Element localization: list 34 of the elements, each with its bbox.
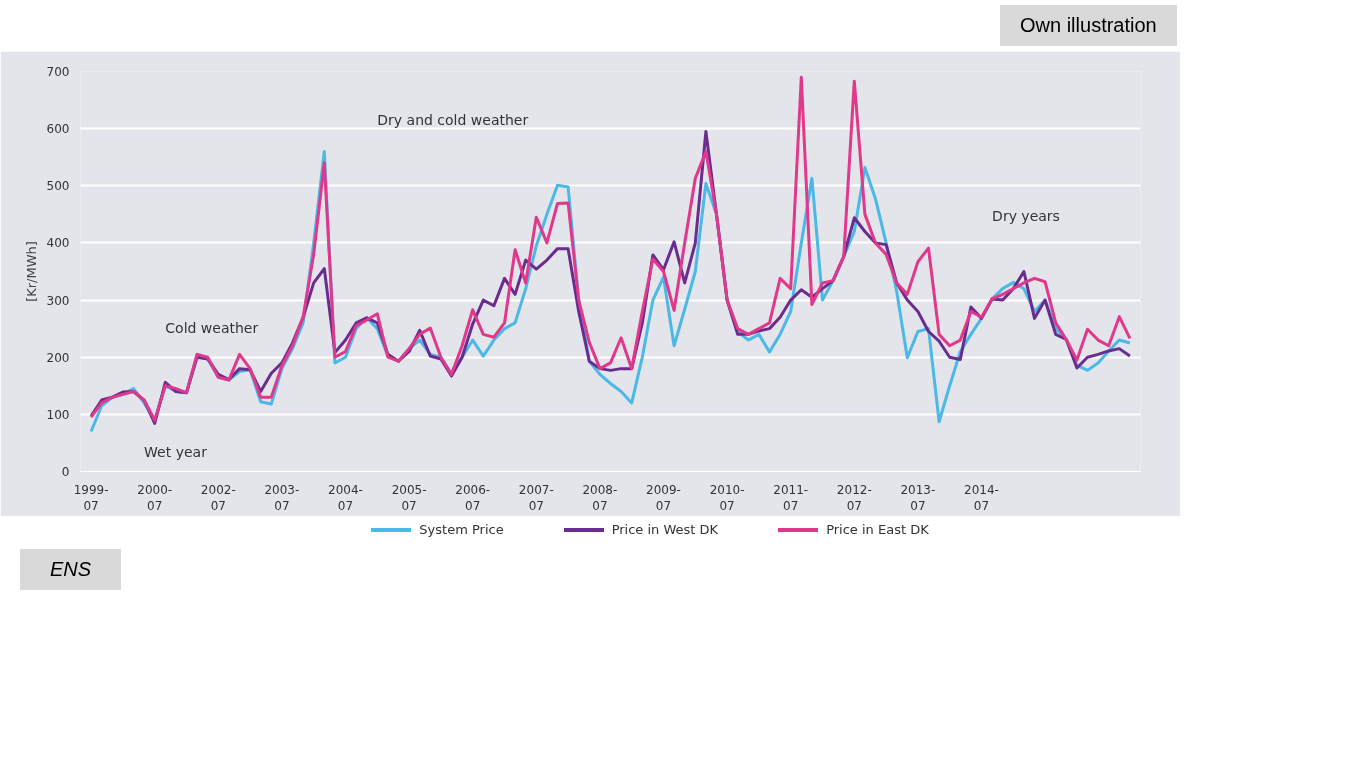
y-tick-label: 200 <box>46 350 70 365</box>
x-tick-label: 2006- 07 <box>455 482 491 513</box>
text: ENS <box>50 557 92 583</box>
y-tick-label: 500 <box>46 178 70 193</box>
annotation: Dry years <box>992 207 1060 224</box>
x-tick-label: 1999- 07 <box>73 482 109 513</box>
x-tick-label: 2008- 07 <box>582 482 618 513</box>
x-tick-label: 2013- 07 <box>900 482 936 513</box>
y-tick-label: 600 <box>46 121 70 136</box>
y-tick-label: 400 <box>46 235 70 250</box>
x-tick-label: 2012- 07 <box>836 482 872 513</box>
line-series <box>89 75 1132 422</box>
x-tick-label: 2002- 07 <box>200 482 236 513</box>
annotation: Wet year <box>144 443 208 460</box>
x-tick-label: 2009- 07 <box>646 482 681 513</box>
x-tick-label: 2014- 07 <box>964 482 999 513</box>
y-tick-label: 100 <box>46 407 70 422</box>
y-axis-title: [Kr/MWh] <box>23 240 39 302</box>
legend-label: System Price <box>418 520 504 539</box>
y-tick-label: 0 <box>61 464 70 479</box>
legend-label: Price in West DK <box>610 520 719 539</box>
annotation: Cold weather <box>165 319 259 336</box>
x-tick-label: 2000- 07 <box>137 482 173 513</box>
legend-label: Price in East DK <box>825 520 929 539</box>
x-tick-label: 2007- 07 <box>518 482 554 513</box>
x-tick-label: 2004- 07 <box>328 482 363 513</box>
x-tick-label: 2003- 07 <box>264 482 300 513</box>
y-tick-label: 300 <box>46 293 70 308</box>
x-tick-label: 2011- 07 <box>773 482 809 513</box>
y-tick-label: 700 <box>46 64 70 79</box>
annotation: Dry and cold weather <box>377 111 529 128</box>
x-tick-label: 2010- 07 <box>709 482 745 513</box>
x-tick-label: 2005- 07 <box>391 482 427 513</box>
text: Own illustration <box>1020 13 1157 38</box>
